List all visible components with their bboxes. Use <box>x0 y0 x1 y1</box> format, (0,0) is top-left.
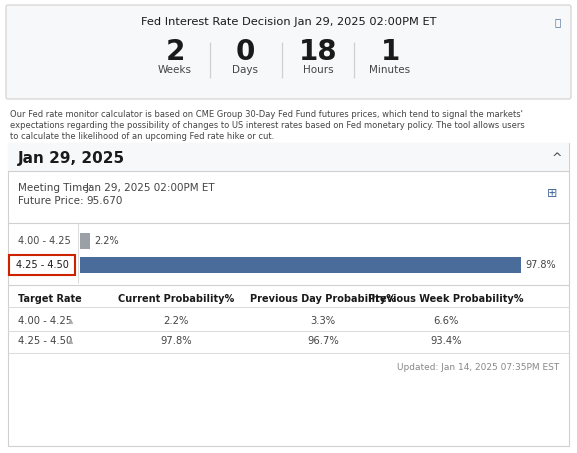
Text: Hours: Hours <box>303 65 334 75</box>
Text: Previous Day Probability%: Previous Day Probability% <box>250 294 396 304</box>
Text: Our Fed rate monitor calculator is based on CME Group 30-Day Fed Fund futures pr: Our Fed rate monitor calculator is based… <box>10 110 523 119</box>
Text: Fed Interest Rate Decision Jan 29, 2025 02:00PM ET: Fed Interest Rate Decision Jan 29, 2025 … <box>141 17 436 27</box>
Text: 0: 0 <box>235 38 254 66</box>
Text: ^: ^ <box>552 151 562 164</box>
Text: ⊞: ⊞ <box>546 187 557 200</box>
Text: ▲: ▲ <box>68 338 73 344</box>
Text: 95.670: 95.670 <box>86 196 122 206</box>
Text: 18: 18 <box>299 38 338 66</box>
Text: to calculate the likelihood of an upcoming Fed rate hike or cut.: to calculate the likelihood of an upcomi… <box>10 132 274 141</box>
Bar <box>8 143 569 446</box>
Text: 93.4%: 93.4% <box>430 336 462 346</box>
Text: Days: Days <box>232 65 258 75</box>
Text: Previous Week Probability%: Previous Week Probability% <box>368 294 524 304</box>
Text: 6.6%: 6.6% <box>433 316 459 326</box>
Bar <box>80 257 521 273</box>
Text: ▲: ▲ <box>68 318 73 324</box>
Bar <box>80 233 90 249</box>
Text: 4.25 - 4.50: 4.25 - 4.50 <box>18 336 72 346</box>
Text: 2: 2 <box>166 38 185 66</box>
Text: Future Price:: Future Price: <box>18 196 84 206</box>
Text: Target Rate: Target Rate <box>18 294 82 304</box>
Text: Updated: Jan 14, 2025 07:35PM EST: Updated: Jan 14, 2025 07:35PM EST <box>397 362 559 371</box>
Text: 4.00 - 4.25: 4.00 - 4.25 <box>18 316 72 326</box>
Text: Minutes: Minutes <box>369 65 411 75</box>
Text: Weeks: Weeks <box>158 65 192 75</box>
Text: 3.3%: 3.3% <box>310 316 336 326</box>
Text: 🔔: 🔔 <box>554 17 561 27</box>
FancyBboxPatch shape <box>6 5 571 99</box>
Text: Current Probability%: Current Probability% <box>118 294 234 304</box>
Text: Meeting Time:: Meeting Time: <box>18 183 92 193</box>
Text: 1: 1 <box>380 38 400 66</box>
Text: 96.7%: 96.7% <box>307 336 339 346</box>
Bar <box>8 143 569 171</box>
Text: 4.25 - 4.50: 4.25 - 4.50 <box>16 260 69 270</box>
Text: 97.8%: 97.8% <box>160 336 192 346</box>
Text: Jan 29, 2025 02:00PM ET: Jan 29, 2025 02:00PM ET <box>86 183 216 193</box>
Text: expectations regarding the possibility of changes to US interest rates based on : expectations regarding the possibility o… <box>10 121 524 130</box>
Text: 2.2%: 2.2% <box>94 236 118 246</box>
Text: 97.8%: 97.8% <box>525 260 556 270</box>
FancyBboxPatch shape <box>9 255 75 275</box>
Text: Jan 29, 2025: Jan 29, 2025 <box>18 150 125 165</box>
Text: 2.2%: 2.2% <box>163 316 189 326</box>
Text: 4.00 - 4.25: 4.00 - 4.25 <box>18 236 71 246</box>
